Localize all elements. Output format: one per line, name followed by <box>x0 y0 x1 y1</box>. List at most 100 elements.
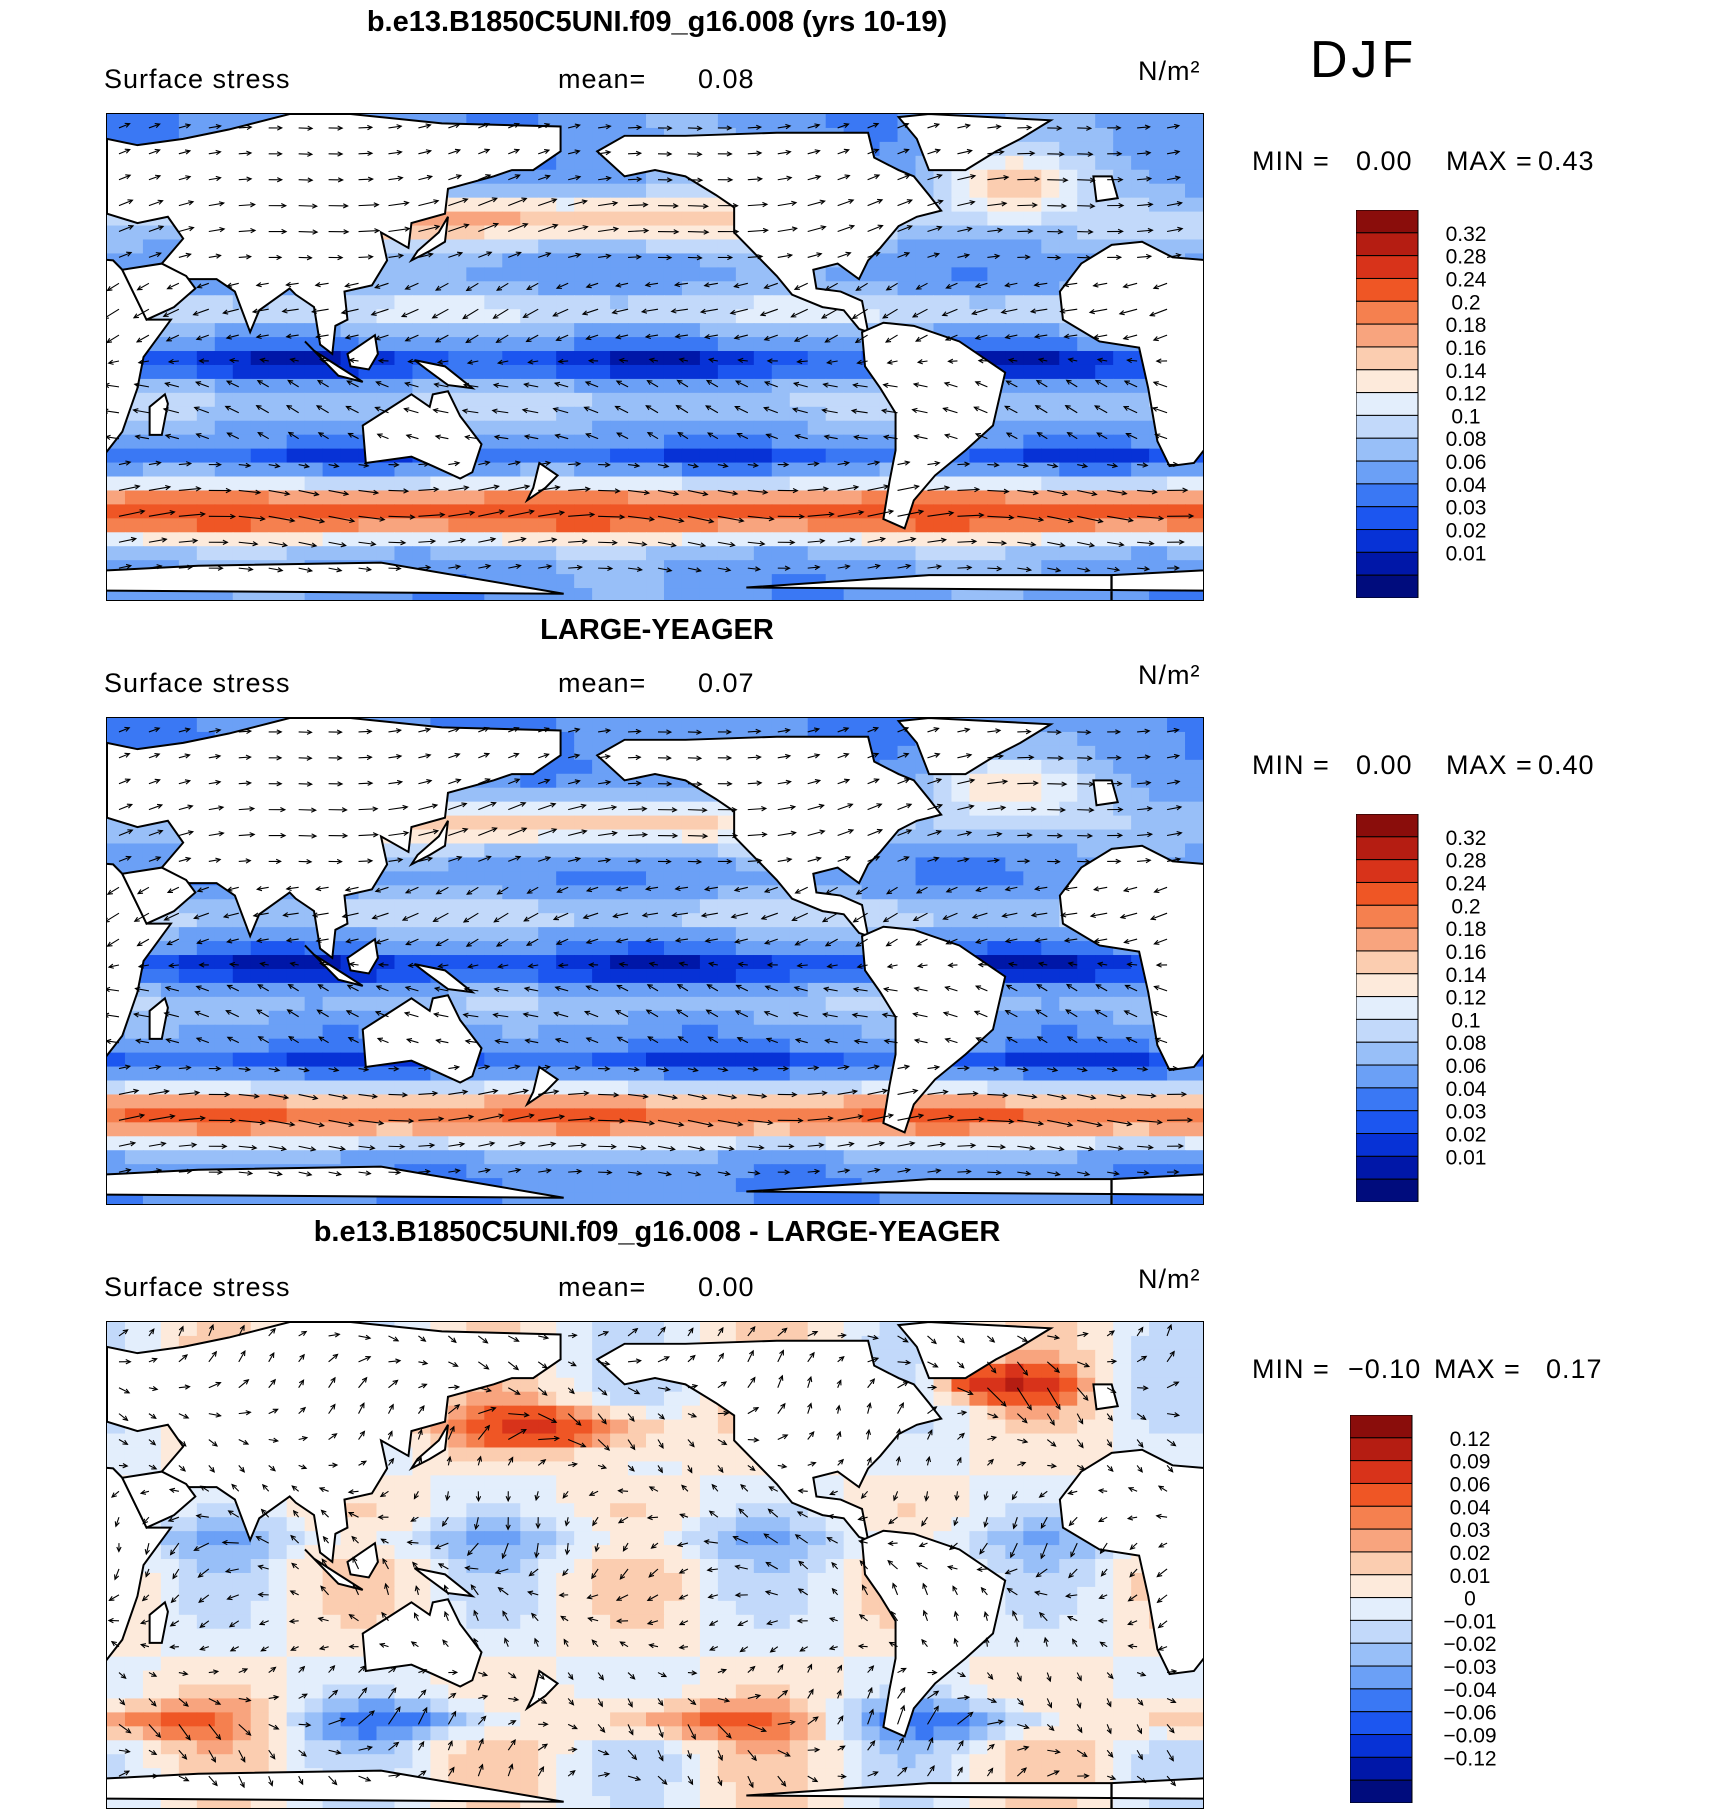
stress-arrow <box>793 408 808 414</box>
field-cell <box>969 183 988 199</box>
colorbar-box <box>1356 210 1419 234</box>
field-cell <box>574 267 593 282</box>
field-cell <box>322 546 342 561</box>
stress-arrow <box>612 308 629 314</box>
field-cell <box>1023 420 1042 436</box>
stress-arrow <box>704 282 718 287</box>
field-cell <box>1077 155 1096 171</box>
stress-arrow-head <box>941 311 948 317</box>
field-cell <box>556 239 575 254</box>
stress-arrow-head <box>1026 124 1033 131</box>
field-cell <box>825 490 845 505</box>
field-cell <box>1149 127 1168 143</box>
land-polygon <box>107 114 562 356</box>
field-cell <box>897 857 917 872</box>
stress-arrow-head <box>228 357 235 364</box>
field-cell <box>951 323 970 338</box>
field-cell <box>592 1010 611 1026</box>
field-cell <box>753 718 773 733</box>
field-cell <box>286 1052 306 1068</box>
field-cell <box>124 588 144 600</box>
stress-arrow <box>178 462 191 466</box>
stress-arrow <box>957 463 970 466</box>
field-cell <box>789 560 809 575</box>
field-cell <box>556 462 575 478</box>
stress-arrow-head <box>814 149 821 155</box>
field-cell <box>376 968 395 984</box>
field-cell <box>628 364 647 380</box>
field-cell <box>502 532 521 547</box>
stress-arrow <box>628 229 649 233</box>
field-cell <box>178 462 198 478</box>
field-cell <box>699 843 719 858</box>
field-cell <box>556 295 575 310</box>
field-cell <box>771 588 791 600</box>
field-cell <box>735 295 755 310</box>
field-cell <box>1095 434 1114 450</box>
field-cell <box>430 588 449 600</box>
field-cell <box>268 351 288 366</box>
stress-arrow-head <box>819 199 826 205</box>
field-cell <box>178 913 198 928</box>
field-cell <box>430 323 449 338</box>
stress-arrow-head <box>974 381 981 387</box>
stress-arrow-head <box>582 225 589 231</box>
stress-arrow <box>1097 358 1108 362</box>
field-cell <box>556 169 575 185</box>
stress-arrow-head <box>185 461 193 467</box>
stress-arrow-head <box>882 313 889 319</box>
field-cell <box>412 476 431 491</box>
stress-arrow-head <box>281 542 289 548</box>
stress-arrow <box>538 538 557 543</box>
stress-arrow-head <box>765 433 772 439</box>
stress-arrow-head <box>824 285 831 291</box>
field-cell <box>969 546 988 561</box>
field-cell <box>1059 968 1078 984</box>
stress-arrow-head <box>727 254 734 261</box>
field-cell <box>735 588 755 600</box>
field-cell <box>807 941 827 956</box>
field-cell <box>753 406 773 422</box>
field-cell <box>628 787 647 803</box>
field-cell <box>681 378 701 394</box>
stress-arrow-head <box>198 358 205 364</box>
field-cell <box>142 462 162 478</box>
stress-arrow-head <box>786 253 794 259</box>
field-cell <box>484 968 503 984</box>
field-cell <box>1131 588 1150 600</box>
field-cell <box>556 829 575 844</box>
field-cell <box>681 801 701 817</box>
field-cell <box>574 857 593 872</box>
field-cell <box>628 1038 647 1054</box>
stress-arrow-head <box>933 123 941 129</box>
stress-arrow-head <box>276 254 283 261</box>
field-cell <box>322 490 342 505</box>
stress-arrow-head <box>619 514 626 520</box>
stress-arrow <box>133 409 150 414</box>
stress-arrow-head <box>888 509 895 515</box>
field-cell <box>1023 759 1042 775</box>
field-cell <box>1023 560 1042 575</box>
stress-arrow <box>747 464 758 467</box>
field-cell <box>1095 476 1114 491</box>
field-cell <box>286 351 306 366</box>
field-cell <box>825 364 845 380</box>
field-cell <box>268 913 288 928</box>
stress-arrow <box>628 204 648 207</box>
field-cell <box>394 899 413 914</box>
field-cell <box>663 574 683 589</box>
field-cell <box>969 815 988 831</box>
field-cell <box>1023 885 1042 900</box>
stress-arrow-head <box>1145 150 1152 156</box>
field-cell <box>448 927 467 942</box>
stress-arrow-head <box>1144 124 1151 130</box>
field-cell <box>502 1038 521 1054</box>
stress-arrow <box>1137 229 1153 233</box>
stress-arrow <box>897 174 910 181</box>
stress-arrow-head <box>1114 566 1121 573</box>
stress-arrow <box>1166 176 1180 181</box>
field-cell <box>646 518 665 533</box>
field-cell <box>592 899 611 914</box>
field-cell <box>538 337 557 352</box>
stress-arrow <box>1166 254 1181 258</box>
